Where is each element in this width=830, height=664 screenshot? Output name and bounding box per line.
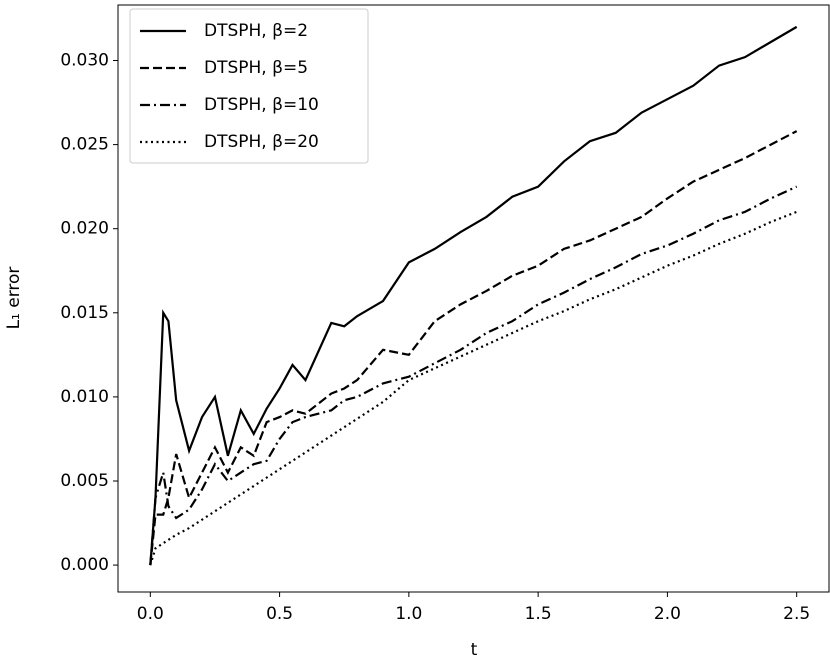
series-line [149, 25, 798, 566]
x-axis-label: t [471, 640, 478, 660]
x-tick-label: 2.5 [783, 604, 810, 624]
legend-label: DTSPH, β=20 [204, 132, 319, 152]
legend-label: DTSPH, β=2 [204, 21, 308, 41]
x-tick-label: 0.5 [266, 604, 293, 624]
x-tick-label: 1.0 [395, 604, 422, 624]
legend-box [129, 8, 369, 164]
y-tick-label: 0.005 [60, 471, 109, 491]
y-tick-label: 0.015 [60, 303, 109, 323]
y-tick-label: 0.030 [60, 51, 109, 71]
legend-label: DTSPH, β=10 [204, 95, 319, 115]
x-tick-label: 2.0 [654, 604, 681, 624]
series-line [149, 210, 798, 566]
x-tick-label: 0.0 [137, 604, 164, 624]
y-tick-label: 0.000 [60, 555, 109, 575]
legend-label: DTSPH, β=5 [204, 58, 308, 78]
series-line [149, 130, 798, 566]
y-tick-label: 0.010 [60, 387, 109, 407]
series-line [149, 185, 798, 566]
plot-frame [117, 4, 830, 593]
y-tick-label: 0.020 [60, 219, 109, 239]
y-axis-label: L₁ error [4, 267, 24, 330]
x-tick-label: 1.5 [525, 604, 552, 624]
y-tick-label: 0.025 [60, 135, 109, 155]
